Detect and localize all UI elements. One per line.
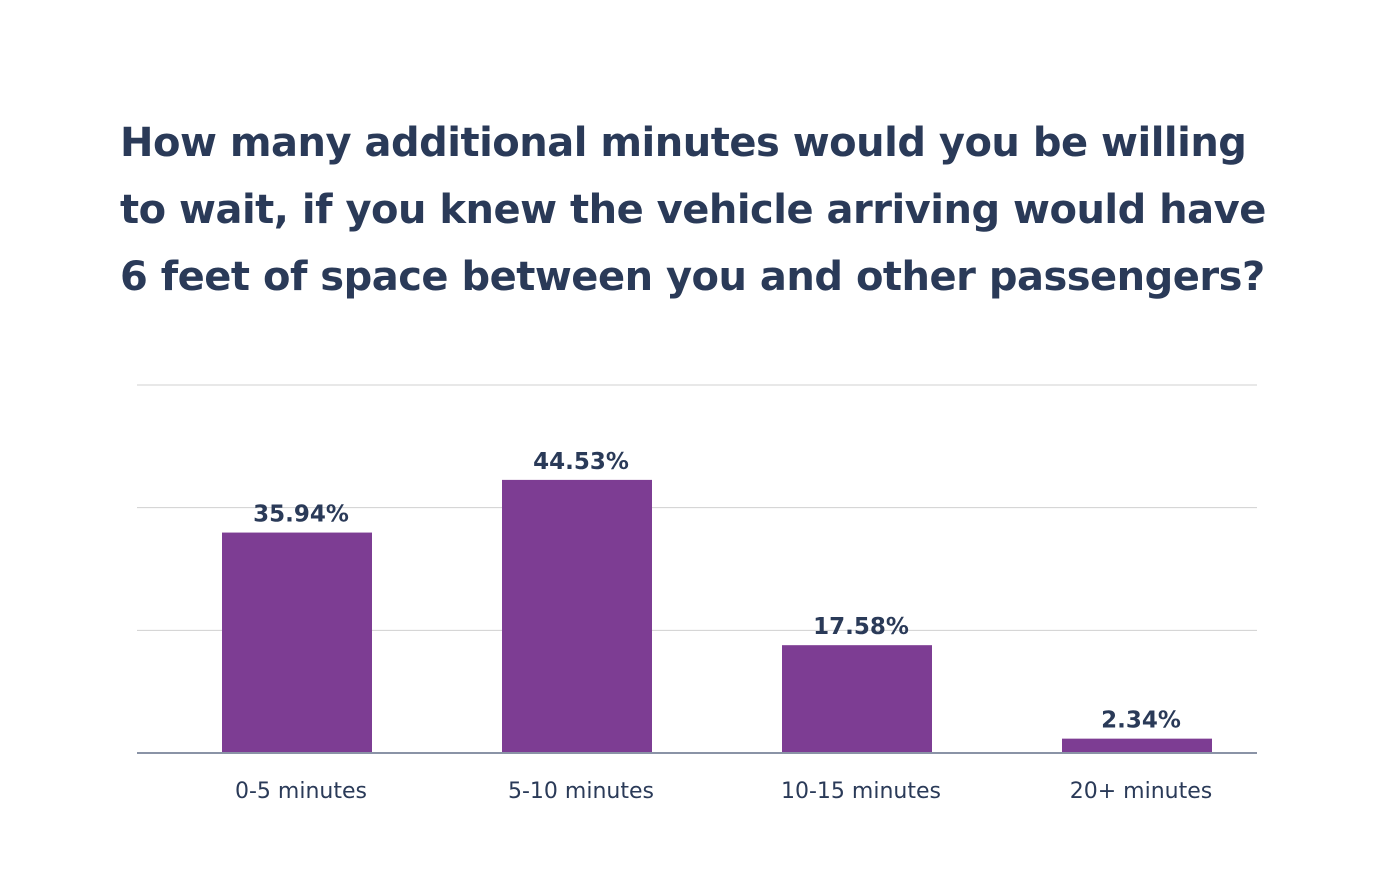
data-label: 44.53% <box>533 449 629 475</box>
x-tick-label: 5-10 minutes <box>508 779 654 804</box>
data-labels: 35.94% 44.53% 17.58% 2.34% <box>253 449 1181 734</box>
bar <box>502 479 652 753</box>
data-label: 2.34% <box>1101 708 1181 734</box>
bar <box>222 532 372 753</box>
x-tick-label: 0-5 minutes <box>235 779 367 804</box>
bar <box>782 645 932 753</box>
bars <box>222 479 1212 753</box>
bar <box>1062 738 1212 753</box>
data-label: 17.58% <box>813 614 909 640</box>
chart-title: How many additional minutes would you be… <box>120 120 1266 300</box>
x-tick-label: 10-15 minutes <box>781 779 941 804</box>
data-label: 35.94% <box>253 502 349 528</box>
x-tick-label: 20+ minutes <box>1070 779 1212 804</box>
x-tick-labels: 0-5 minutes 5-10 minutes 10-15 minutes 20+ … <box>235 779 1212 804</box>
